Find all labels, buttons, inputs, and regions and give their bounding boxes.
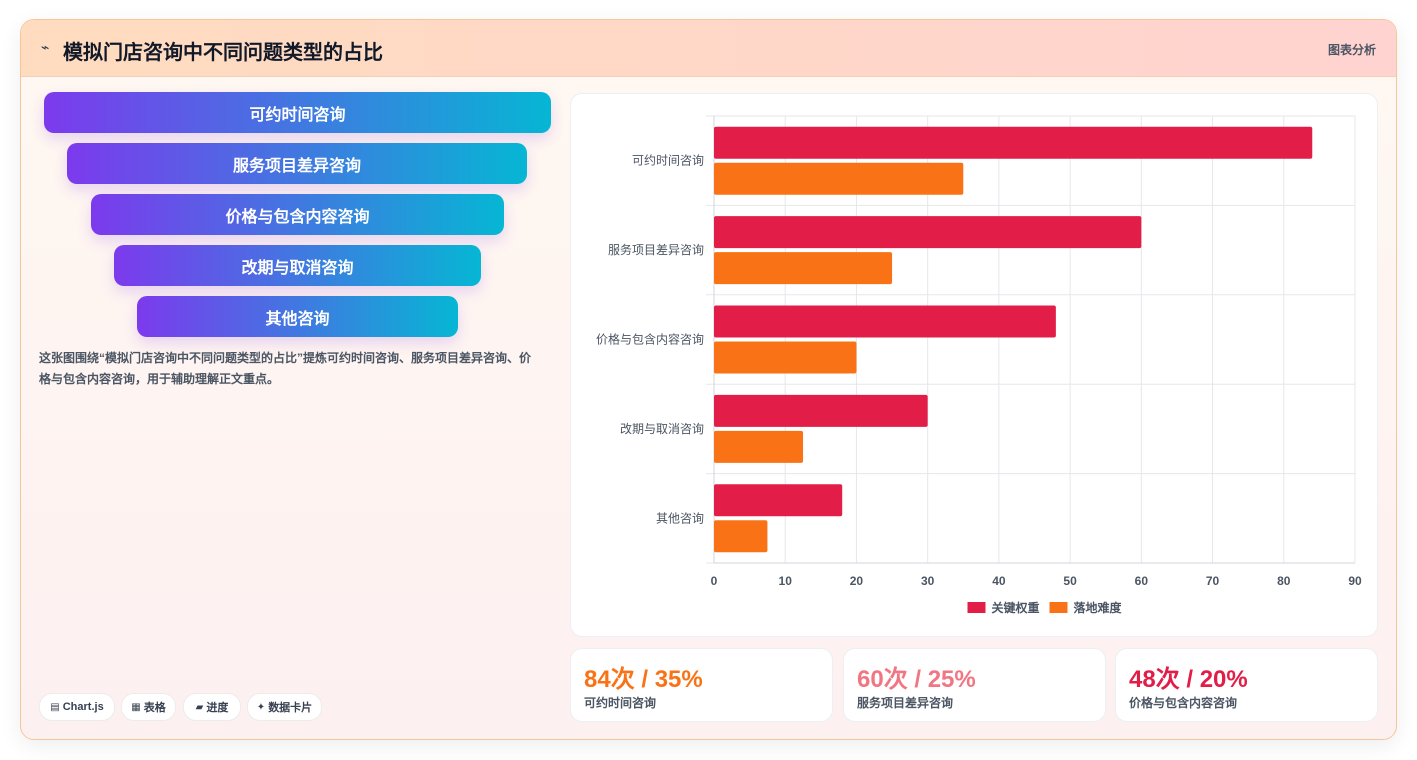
x-tick-label: 60 bbox=[1135, 574, 1149, 588]
bar-difficulty bbox=[714, 162, 964, 195]
bar-key-weight bbox=[714, 484, 843, 517]
sparkle-icon: ✦ bbox=[256, 701, 266, 713]
stat-value: 84次 / 35% bbox=[584, 666, 703, 693]
page-title: 模拟门店咨询中不同问题类型的占比 bbox=[63, 42, 383, 64]
y-tick-label: 服务项目差异咨询 bbox=[608, 242, 704, 257]
chip-data-card[interactable]: ✦ 数据卡片 bbox=[247, 693, 322, 721]
table-icon: ▦ bbox=[131, 701, 141, 713]
x-tick-label: 50 bbox=[1063, 574, 1077, 588]
bar-difficulty bbox=[714, 520, 768, 553]
chip-progress[interactable]: ▰ 进度 bbox=[183, 693, 241, 721]
card-header: ⌁ 模拟门店咨询中不同问题类型的占比 图表分析 bbox=[21, 20, 1396, 77]
header-tag: 图表分析 bbox=[1327, 43, 1376, 57]
chart-icon: ▤ bbox=[50, 701, 60, 713]
funnel-item: 服务项目差异咨询 bbox=[67, 143, 527, 184]
x-tick-label: 40 bbox=[992, 574, 1006, 588]
chart-card: ⌁ 模拟门店咨询中不同问题类型的占比 图表分析 可约时间咨询 服务项目差异咨询 … bbox=[20, 19, 1397, 740]
progress-icon: ▰ bbox=[195, 701, 204, 713]
bar-difficulty bbox=[714, 341, 857, 374]
stat-label: 可约时间咨询 bbox=[584, 696, 657, 710]
bar-key-weight bbox=[714, 305, 1056, 338]
chip-chartjs[interactable]: ▤ Chart.js bbox=[39, 693, 115, 721]
bar-key-weight bbox=[714, 216, 1142, 249]
bar-key-weight bbox=[714, 394, 928, 427]
chart-description: 这张图围绕“模拟门店咨询中不同问题类型的占比”提炼可约时间咨询、服务项目差异咨询… bbox=[39, 351, 532, 386]
stat-card: 84次 / 35% 可约时间咨询 bbox=[570, 648, 833, 722]
y-tick-label: 改期与取消咨询 bbox=[620, 421, 704, 436]
y-tick-label: 价格与包含内容咨询 bbox=[596, 332, 704, 347]
x-tick-label: 30 bbox=[921, 574, 935, 588]
y-tick-label: 可约时间咨询 bbox=[632, 153, 704, 168]
funnel-item: 可约时间咨询 bbox=[44, 92, 551, 133]
x-tick-label: 0 bbox=[711, 574, 718, 588]
x-tick-label: 10 bbox=[779, 574, 793, 588]
funnel-item: 改期与取消咨询 bbox=[114, 245, 481, 286]
bar-difficulty bbox=[714, 252, 893, 285]
stat-label: 价格与包含内容咨询 bbox=[1129, 696, 1238, 710]
y-tick-label: 其他咨询 bbox=[656, 510, 704, 525]
bar-key-weight bbox=[714, 126, 1313, 159]
x-tick-label: 80 bbox=[1277, 574, 1291, 588]
chart-line-icon: ⌁ bbox=[41, 39, 50, 55]
stat-card: 60次 / 25% 服务项目差异咨询 bbox=[843, 648, 1106, 722]
x-tick-label: 70 bbox=[1206, 574, 1220, 588]
legend-swatch bbox=[1049, 602, 1068, 613]
bar-difficulty bbox=[714, 430, 804, 463]
stat-label: 服务项目差异咨询 bbox=[857, 696, 954, 710]
x-tick-label: 90 bbox=[1348, 574, 1362, 588]
stat-value: 60次 / 25% bbox=[857, 666, 976, 693]
funnel-item: 其他咨询 bbox=[137, 296, 458, 337]
chart-panel: 可约时间咨询服务项目差异咨询价格与包含内容咨询改期与取消咨询其他咨询 0 10 20 3… bbox=[570, 93, 1378, 637]
legend-label: 关键权重 bbox=[992, 600, 1040, 615]
legend-swatch bbox=[967, 602, 986, 613]
stat-card: 48次 / 20% 价格与包含内容咨询 bbox=[1115, 648, 1378, 722]
stat-value: 48次 / 20% bbox=[1129, 666, 1248, 693]
funnel-item: 价格与包含内容咨询 bbox=[91, 194, 504, 235]
legend-label: 落地难度 bbox=[1074, 600, 1123, 615]
chip-table[interactable]: ▦ 表格 bbox=[121, 693, 176, 721]
x-tick-label: 20 bbox=[850, 574, 864, 588]
